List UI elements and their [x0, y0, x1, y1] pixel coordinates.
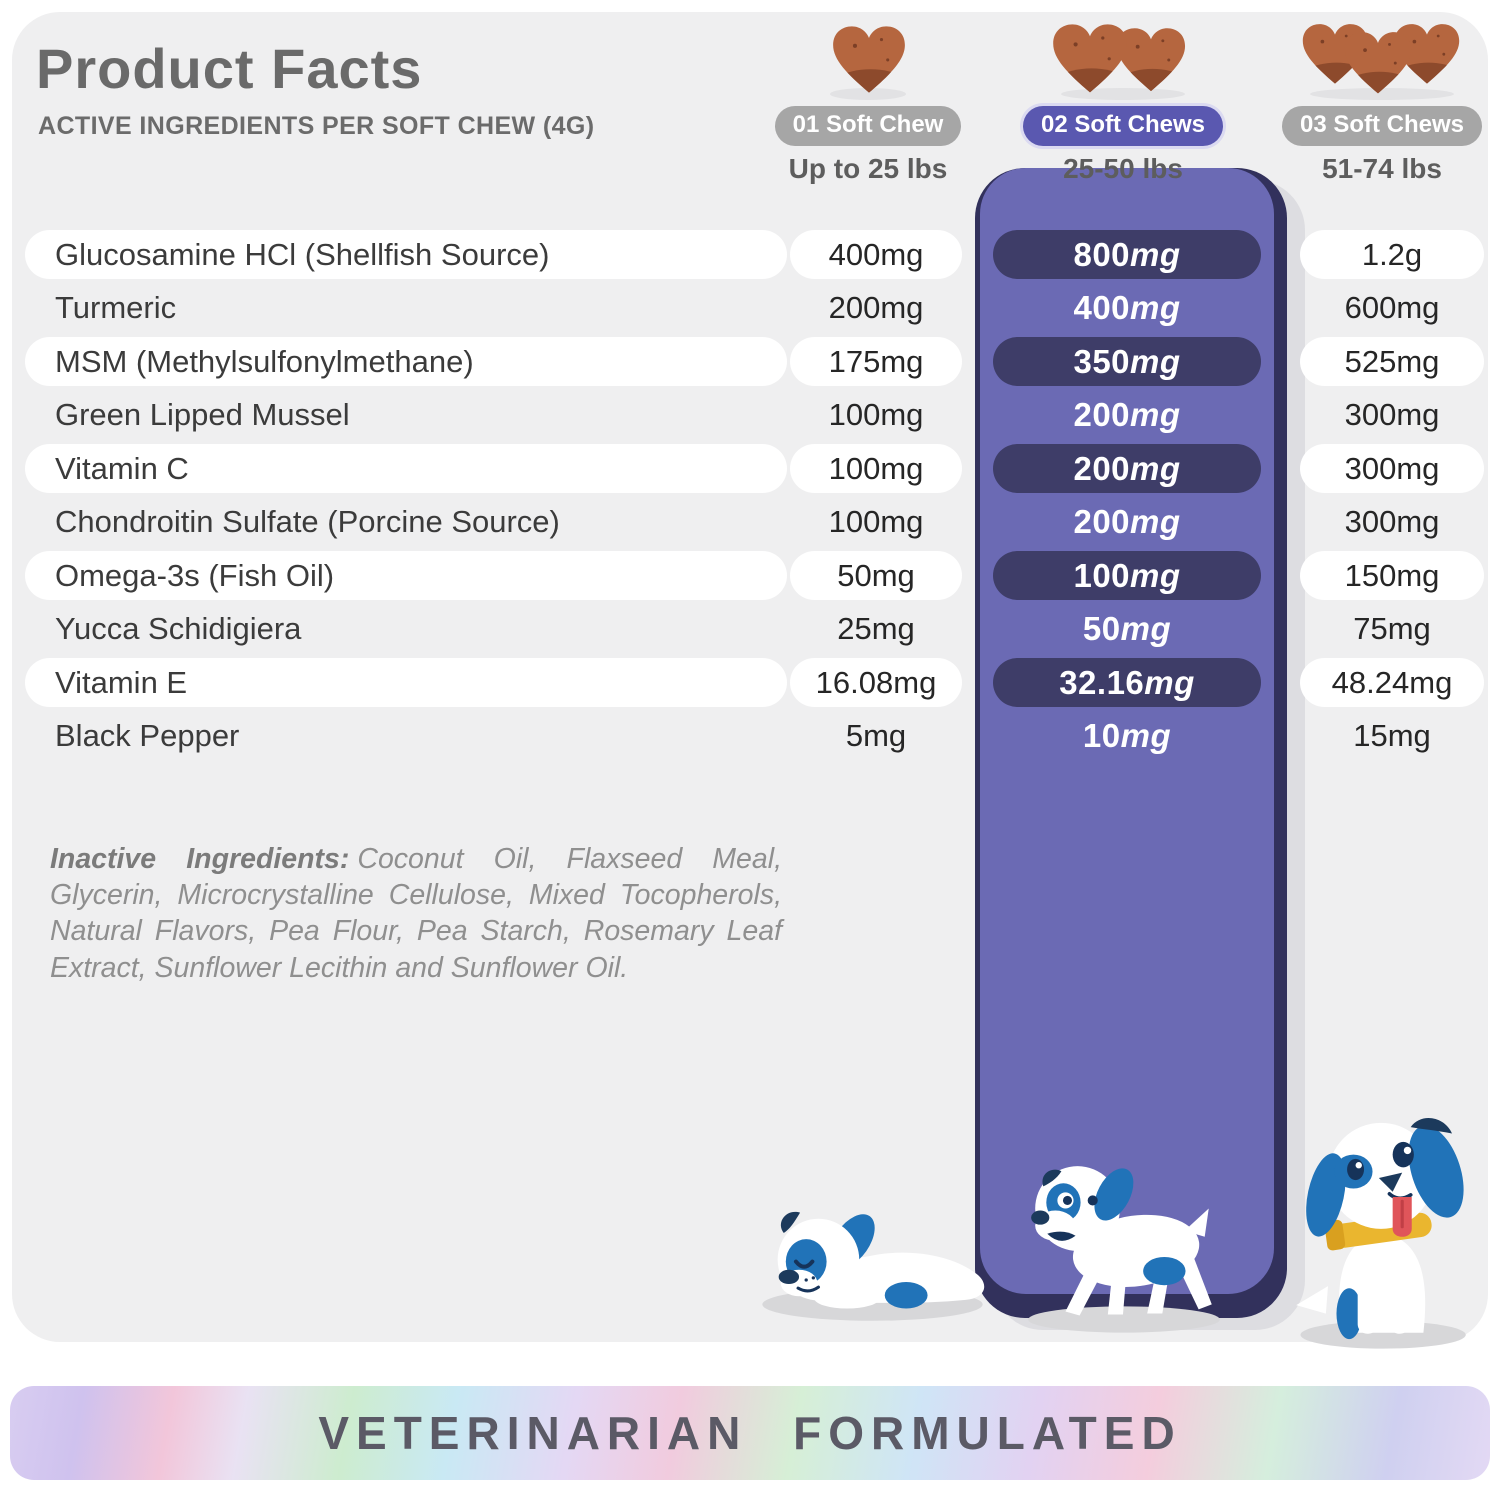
table-row: Glucosamine HCl (Shellfish Source) 400mg…: [25, 228, 1484, 282]
chew-count-pill: 02 Soft Chews: [1022, 106, 1224, 146]
sleeping-puppy-illustration: [745, 1180, 1000, 1323]
inactive-ingredients-label: Inactive Ingredients:: [50, 842, 350, 875]
inactive-ingredients: Inactive Ingredients: Coconut Oil, Flaxse…: [50, 841, 782, 987]
amount-2-chews: 10 mg: [1082, 717, 1172, 754]
amount-1-chew: 100mg: [828, 504, 924, 539]
table-row: Black Pepper 5mg 10 mg 15mg: [25, 710, 1483, 764]
amount-3-chews: 48.24mg: [1300, 658, 1484, 707]
ingredient-name: Yucca Schidigiera: [55, 611, 302, 646]
table-row: Omega-3s (Fish Oil) 50mg 100 mg 150mg: [25, 549, 1484, 603]
ingredient-table: Glucosamine HCl (Shellfish Source) 400mg…: [25, 228, 1484, 764]
amount-1-chew: 25mg: [837, 611, 915, 646]
amount-3-chews: 300mg: [1300, 444, 1484, 493]
amount-2-chews: 50 mg: [1082, 610, 1172, 647]
dose-column-header: 02 Soft Chews 25-50 lbs: [993, 24, 1253, 185]
ingredient-name: Green Lipped Mussel: [55, 397, 350, 432]
amount-2-chews: 32.16 mg: [993, 658, 1261, 707]
amount-1-chew: 400mg: [790, 230, 962, 279]
sitting-dog-illustration: [1275, 1108, 1487, 1352]
ingredient-name: Black Pepper: [55, 718, 240, 753]
weight-range-label: 51-74 lbs: [1322, 153, 1442, 184]
page-title: Product Facts: [36, 37, 423, 100]
chew-count-pill: 03 Soft Chews: [1281, 106, 1483, 146]
amount-3-chews: 300mg: [1344, 397, 1440, 432]
amount-2-chews: 200 mg: [1073, 396, 1181, 433]
veterinarian-formulated-banner: VETERINARIAN FORMULATED: [10, 1386, 1490, 1480]
amount-2-chews: 400 mg: [1073, 289, 1181, 326]
amount-1-chew: 200mg: [828, 290, 924, 325]
weight-range-label: 25-50 lbs: [1063, 153, 1183, 184]
table-row: Vitamin E 16.08mg 32.16 mg 48.24mg: [25, 656, 1484, 710]
amount-2-chews: 200 mg: [1073, 503, 1181, 540]
dose-column-header: 03 Soft Chews 51-74 lbs: [1252, 24, 1500, 185]
table-row: Turmeric 200mg 400 mg 600mg: [25, 282, 1483, 336]
ingredient-name: Glucosamine HCl (Shellfish Source): [25, 230, 787, 279]
ingredient-name: Omega-3s (Fish Oil): [25, 551, 787, 600]
table-row: Chondroitin Sulfate (Porcine Source) 100…: [25, 496, 1483, 550]
amount-3-chews: 525mg: [1300, 337, 1484, 386]
table-row: MSM (Methylsulfonylmethane) 175mg 350 mg …: [25, 335, 1484, 389]
amount-3-chews: 1.2g: [1300, 230, 1484, 279]
table-row: Yucca Schidigiera 25mg 50 mg 75mg: [25, 603, 1483, 657]
amount-1-chew: 100mg: [828, 397, 924, 432]
amount-3-chews: 150mg: [1300, 551, 1484, 600]
amount-1-chew: 16.08mg: [790, 658, 962, 707]
walking-dog-illustration: [1015, 1150, 1237, 1337]
soft-chew-icon: [993, 24, 1253, 102]
soft-chew-icon: [1252, 24, 1500, 102]
ingredient-name: Vitamin C: [25, 444, 787, 493]
amount-3-chews: 300mg: [1344, 504, 1440, 539]
amount-1-chew: 100mg: [790, 444, 962, 493]
table-row: Vitamin C 100mg 200 mg 300mg: [25, 442, 1484, 496]
ingredient-name: Chondroitin Sulfate (Porcine Source): [55, 504, 560, 539]
table-row: Green Lipped Mussel 100mg 200 mg 300mg: [25, 389, 1483, 443]
ingredient-name: Turmeric: [55, 290, 177, 325]
amount-1-chew: 50mg: [790, 551, 962, 600]
amount-3-chews: 75mg: [1353, 611, 1431, 646]
amount-3-chews: 15mg: [1353, 718, 1431, 753]
amount-2-chews: 350 mg: [993, 337, 1261, 386]
amount-1-chew: 5mg: [845, 718, 907, 753]
inactive-ingredients-text: Coconut Oil, Flaxseed Meal, Glycerin, Mi…: [50, 842, 782, 984]
ingredient-name: Vitamin E: [25, 658, 787, 707]
weight-range-label: Up to 25 lbs: [788, 153, 948, 184]
page-subtitle: ACTIVE INGREDIENTS PER SOFT CHEW (4G): [38, 112, 595, 140]
dose-column-header: 01 Soft Chew Up to 25 lbs: [738, 26, 998, 185]
amount-2-chews: 100 mg: [993, 551, 1261, 600]
amount-2-chews: 200 mg: [993, 444, 1261, 493]
amount-2-chews: 800 mg: [993, 230, 1261, 279]
amount-3-chews: 600mg: [1344, 290, 1440, 325]
soft-chew-icon: [738, 26, 998, 102]
ingredient-name: MSM (Methylsulfonylmethane): [25, 337, 787, 386]
amount-1-chew: 175mg: [790, 337, 962, 386]
banner-text: VETERINARIAN FORMULATED: [318, 1407, 1182, 1459]
chew-count-pill: 01 Soft Chew: [774, 106, 962, 146]
